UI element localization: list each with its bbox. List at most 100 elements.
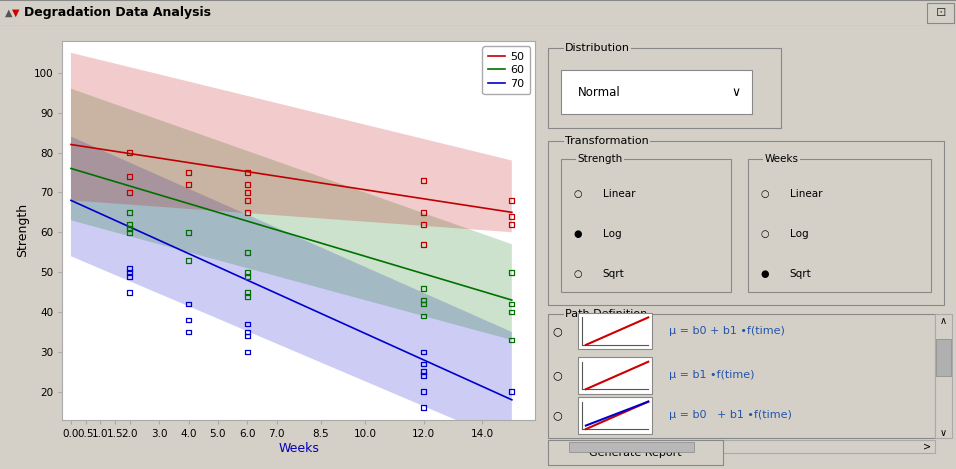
Point [504, 212, 519, 220]
Point [181, 169, 196, 176]
Text: ○: ○ [574, 269, 582, 279]
Text: Strength: Strength [577, 154, 622, 164]
Point [122, 288, 138, 296]
Bar [549, 48, 781, 128]
Y-axis label: Strength: Strength [16, 203, 30, 257]
Text: ○: ○ [553, 326, 562, 336]
Text: Linear: Linear [602, 189, 635, 199]
Point [416, 360, 431, 368]
Bar [549, 440, 935, 454]
Text: μ = b1 •f(time): μ = b1 •f(time) [669, 371, 754, 380]
Point [240, 197, 255, 204]
X-axis label: Weeks: Weeks [278, 441, 319, 454]
Point [504, 268, 519, 276]
Bar [577, 313, 652, 349]
Point [181, 181, 196, 188]
Point [416, 368, 431, 376]
Bar [935, 314, 952, 438]
Point [240, 320, 255, 328]
Point [181, 257, 196, 264]
Text: Linear: Linear [790, 189, 822, 199]
Text: Normal: Normal [577, 86, 620, 99]
Point [416, 404, 431, 411]
Text: μ = b0 + b1 •f(time): μ = b0 + b1 •f(time) [669, 326, 785, 336]
Polygon shape [71, 89, 511, 340]
Bar [748, 159, 931, 292]
Point [240, 328, 255, 336]
Text: Distribution: Distribution [565, 43, 630, 53]
Point [416, 300, 431, 308]
Text: ∨: ∨ [731, 86, 740, 99]
Point [240, 288, 255, 296]
Point [240, 181, 255, 188]
Point [240, 292, 255, 300]
Point [504, 388, 519, 395]
Text: Generate Report: Generate Report [590, 447, 682, 458]
Text: >: > [923, 442, 931, 452]
Point [416, 241, 431, 248]
Text: Log: Log [790, 229, 808, 239]
Point [416, 348, 431, 356]
Point [181, 316, 196, 324]
Text: Degradation Data Analysis: Degradation Data Analysis [24, 7, 211, 19]
Point [122, 268, 138, 276]
Bar [569, 441, 694, 452]
Point [504, 420, 519, 428]
Text: ●: ● [574, 229, 582, 239]
Point [122, 272, 138, 280]
Bar [561, 70, 752, 114]
Bar [549, 440, 723, 465]
Text: ▼: ▼ [11, 8, 19, 18]
Point [416, 220, 431, 228]
Text: Transformation: Transformation [565, 136, 649, 146]
Bar [549, 141, 944, 305]
Text: Sqrt: Sqrt [602, 269, 624, 279]
Text: ○: ○ [553, 371, 562, 380]
Text: ○: ○ [574, 189, 582, 199]
Bar [549, 314, 935, 438]
Point [181, 328, 196, 336]
Text: ⊡: ⊡ [936, 7, 945, 19]
Point [240, 272, 255, 280]
Point [240, 209, 255, 216]
Text: Sqrt: Sqrt [790, 269, 812, 279]
FancyBboxPatch shape [927, 3, 954, 23]
Text: ○: ○ [553, 410, 562, 420]
Point [181, 228, 196, 236]
Point [504, 197, 519, 204]
Point [122, 149, 138, 156]
Point [416, 284, 431, 292]
Point [122, 265, 138, 272]
Text: μ = b0   + b1 •f(time): μ = b0 + b1 •f(time) [669, 410, 792, 420]
Text: ●: ● [761, 269, 769, 279]
Point [240, 268, 255, 276]
Point [416, 209, 431, 216]
Point [240, 249, 255, 256]
Bar [936, 339, 951, 376]
Legend: 50, 60, 70: 50, 60, 70 [483, 46, 530, 94]
Text: ○: ○ [761, 229, 769, 239]
Bar [561, 159, 731, 292]
Point [416, 296, 431, 304]
Point [240, 169, 255, 176]
Point [122, 225, 138, 232]
Point [122, 209, 138, 216]
Point [122, 189, 138, 196]
Bar [577, 397, 652, 433]
Point [240, 189, 255, 196]
Polygon shape [71, 53, 511, 232]
Point [504, 336, 519, 344]
Text: ▲: ▲ [5, 8, 12, 18]
Text: ∧: ∧ [940, 316, 947, 325]
Point [416, 177, 431, 184]
Point [122, 173, 138, 180]
Point [122, 228, 138, 236]
Point [504, 300, 519, 308]
Point [416, 388, 431, 395]
Point [416, 312, 431, 320]
Point [181, 300, 196, 308]
Point [504, 308, 519, 316]
Text: <: < [553, 442, 561, 452]
Point [240, 348, 255, 356]
Bar [577, 357, 652, 393]
